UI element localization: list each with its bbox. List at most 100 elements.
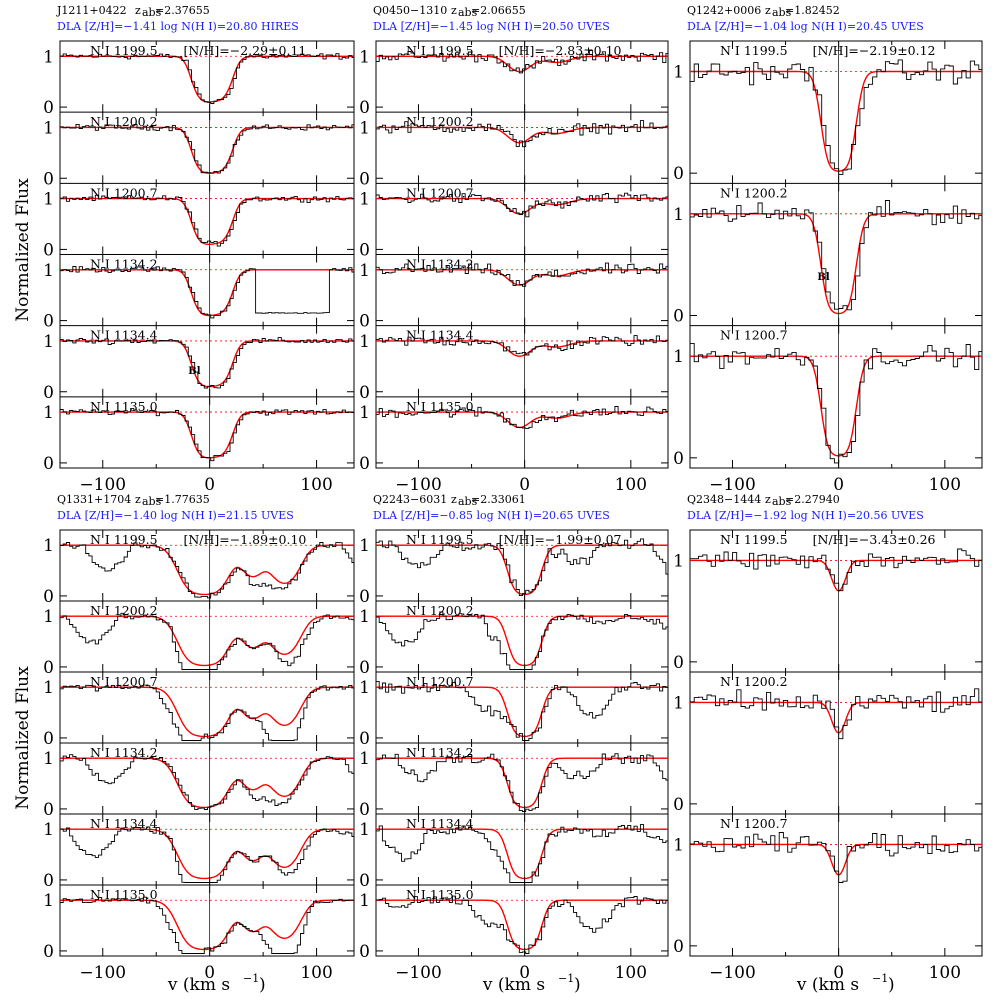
transition-label: N I 1134.4 <box>406 328 474 343</box>
y-tick-label: 0 <box>43 587 54 607</box>
subpanel-n-i-1200.7: 0 1 N I 1200.7 <box>359 671 668 749</box>
transition-label: N I 1199.5 <box>406 43 474 58</box>
flux-data-line <box>60 337 354 389</box>
x-tick-label: −100 <box>395 475 442 495</box>
dla-subtitle: DLA [Z/H]=−1.45 log N(H I)=20.50 UVES <box>373 20 610 33</box>
zabs-symbol: z <box>451 493 457 506</box>
flux-data-line <box>60 542 354 599</box>
model-fit-line <box>376 544 668 596</box>
transition-label: N I 1200.2 <box>90 603 158 618</box>
x-axis-label-close: ) <box>259 975 266 995</box>
y-tick-label: 1 <box>359 47 370 67</box>
flux-data-line <box>60 684 354 741</box>
x-tick-label: 100 <box>615 475 647 495</box>
subpanel-n-i-1135.0: 0 1 N I 1135.0 <box>43 396 354 474</box>
x-tick-label: 0 <box>833 963 844 983</box>
flux-data-line <box>376 262 668 287</box>
x-axis-label: v (km s <box>482 975 545 995</box>
y-tick-label: 0 <box>359 98 370 118</box>
flux-data-line <box>690 342 982 464</box>
y-tick-label: 1 <box>673 551 684 571</box>
transition-label: N I 1199.5 <box>90 532 158 547</box>
y-tick-label: 0 <box>43 800 54 820</box>
zabs-subscript: abs <box>142 6 162 19</box>
y-axis-label-bottom: Normalized Flux <box>13 666 33 810</box>
y-tick-label: 1 <box>359 403 370 423</box>
y-tick-label: 1 <box>43 47 54 67</box>
subpanel-n-i-1200.7: 0 1 N I 1200.7 <box>359 182 668 260</box>
y-tick-label: 1 <box>43 678 54 698</box>
subpanel-n-i-1200.7: 0 1 N I 1200.7 <box>673 813 982 957</box>
y-tick-label: 0 <box>43 169 54 189</box>
transition-label: N I 1134.2 <box>90 257 158 272</box>
transition-label: N I 1200.7 <box>406 674 474 689</box>
subpanel-n-i-1200.2: 0 1 N I 1200.2 <box>359 111 668 189</box>
quasar-name: Q1242+0006 <box>687 4 761 17</box>
dla-subtitle: DLA [Z/H]=−1.92 log N(H I)=20.56 UVES <box>687 509 924 522</box>
x-tick-label: −100 <box>709 963 756 983</box>
quasar-name: Q1331+1704 <box>57 493 131 506</box>
flux-data-line <box>690 548 982 592</box>
flux-data-line <box>60 53 354 104</box>
zabs-symbol: z <box>765 4 771 17</box>
flux-data-line <box>690 688 982 740</box>
x-axis-label-exp: −1 <box>872 972 888 985</box>
zabs-value: =2.33061 <box>471 493 526 506</box>
x-tick-label: 100 <box>929 963 961 983</box>
model-fit-line <box>60 828 354 880</box>
quasar-name: J1211+0422 <box>56 4 127 17</box>
chart-panel-2: Q0450−1310 z abs=2.06655 DLA [Z/H]=−1.45 lo… <box>359 4 669 495</box>
flux-data-line <box>376 538 668 597</box>
y-tick-label: 0 <box>43 312 54 332</box>
subpanel-n-i-1134.2: 0 1 N I 1134.2 <box>359 742 668 820</box>
model-fit-line <box>60 340 354 388</box>
subpanel-n-i-1134.4: 0 1 N I 1134.4 <box>43 813 354 891</box>
panel-frame <box>689 40 983 469</box>
model-fit-line <box>376 828 668 880</box>
quasar-name: Q2348−1444 <box>687 493 761 506</box>
y-tick-label: 0 <box>673 653 684 673</box>
zabs-subscript: abs <box>772 495 792 508</box>
model-fit-line <box>690 701 982 734</box>
flux-data-line <box>376 753 668 812</box>
y-tick-label: 0 <box>359 383 370 403</box>
flux-data-line <box>690 832 982 883</box>
subpanel-n-i-1135.0: 0 1 N I 1135.0 <box>359 396 668 474</box>
y-tick-label: 1 <box>359 820 370 840</box>
y-tick-label: 1 <box>359 607 370 627</box>
model-fit-line <box>60 544 354 596</box>
y-tick-label: 1 <box>673 205 684 225</box>
x-axis-label: v (km s <box>796 975 859 995</box>
zabs-value: =2.37655 <box>155 4 210 17</box>
zabs-symbol: z <box>135 493 141 506</box>
flux-data-line <box>60 266 354 319</box>
y-tick-label: 0 <box>359 454 370 474</box>
subpanel-n-i-1134.2: 0 1 N I 1134.2 <box>43 254 354 332</box>
blend-label: Bl <box>188 366 200 377</box>
transition-label: N I 1134.4 <box>90 816 158 831</box>
flux-data-line <box>60 896 354 954</box>
y-tick-label: 0 <box>43 383 54 403</box>
y-tick-label: 0 <box>359 240 370 260</box>
zabs-subscript: abs <box>772 6 792 19</box>
model-fit-line <box>60 411 354 459</box>
nh-abundance-label: [N/H]=−2.19±0.12 <box>813 43 936 58</box>
y-tick-label: 0 <box>673 307 684 327</box>
transition-label: N I 1200.2 <box>406 114 474 129</box>
flux-data-line <box>60 194 354 247</box>
transition-label: N I 1199.5 <box>720 43 788 58</box>
y-tick-label: 1 <box>43 607 54 627</box>
x-tick-label: −100 <box>709 475 756 495</box>
x-tick-label: 0 <box>519 963 530 983</box>
flux-data-line <box>690 200 982 311</box>
subpanel-n-i-1199.5: 0 1 N I 1199.5 [N/H]=−1.99±0.07 <box>359 530 668 607</box>
transition-label: N I 1200.7 <box>720 816 788 831</box>
transition-label: N I 1135.0 <box>406 887 474 902</box>
y-tick-label: 1 <box>359 118 370 138</box>
y-tick-label: 1 <box>43 891 54 911</box>
zabs-value: =1.82452 <box>785 4 840 17</box>
model-fit-line <box>60 126 354 174</box>
transition-label: N I 1135.0 <box>90 887 158 902</box>
model-fit-line <box>60 55 354 103</box>
